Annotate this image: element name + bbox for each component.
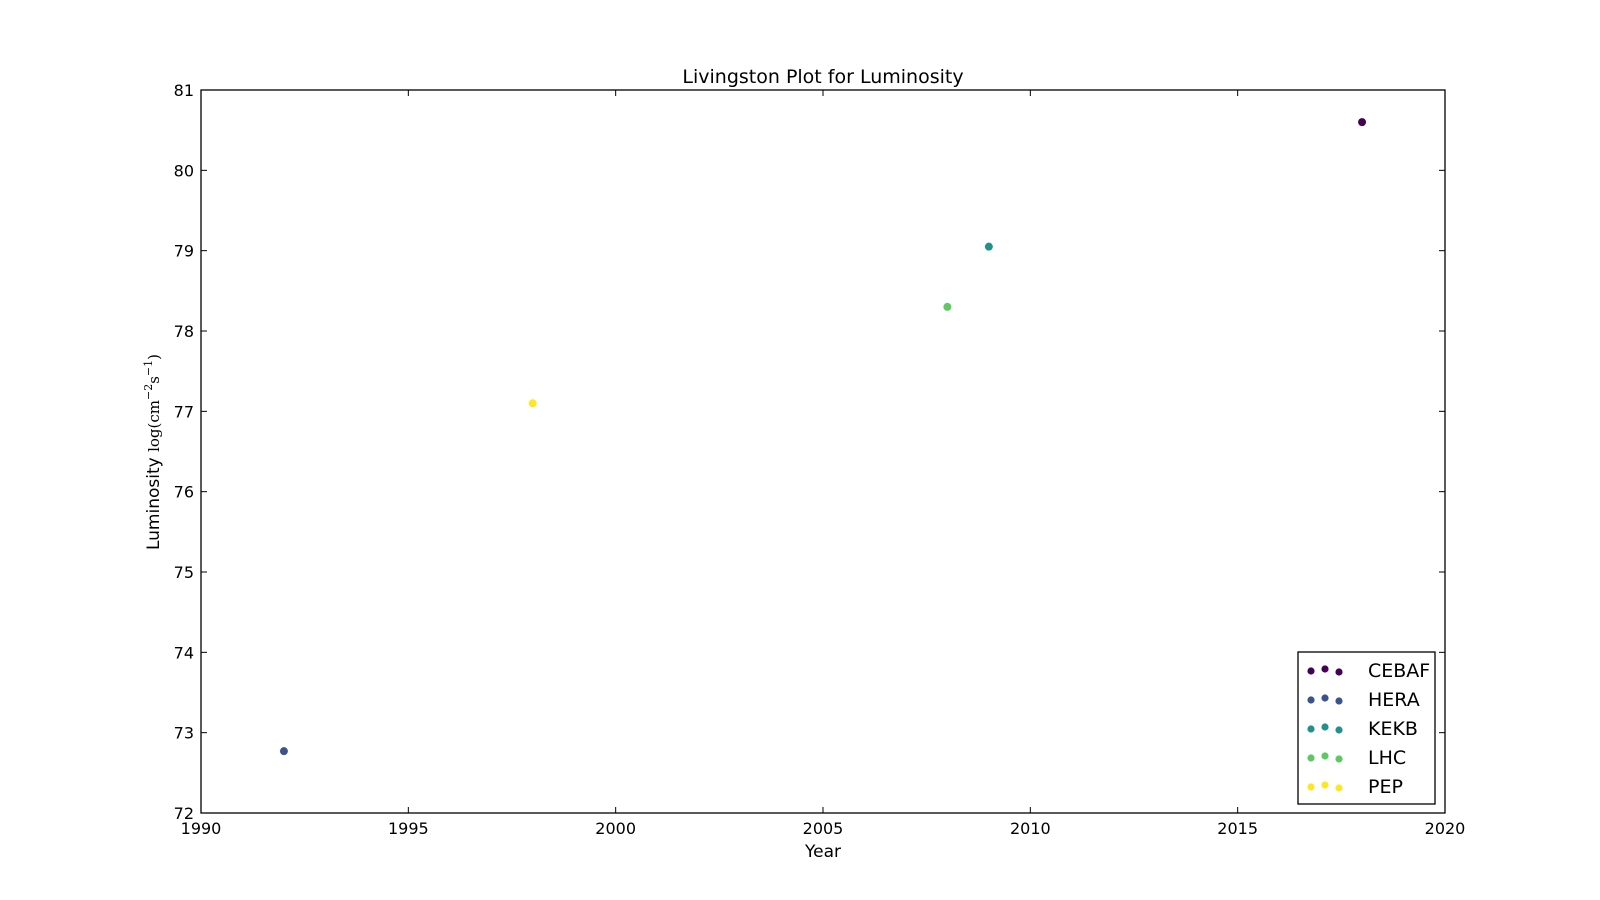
legend-marker [1321, 665, 1329, 673]
legend-marker [1335, 755, 1343, 763]
data-points [279, 118, 1367, 756]
legend-marker [1307, 696, 1315, 704]
x-axis-label: Year [804, 842, 841, 862]
x-tick-label: 2000 [595, 819, 636, 838]
legend-label-hera: HERA [1368, 689, 1420, 711]
y-tick-label: 76 [174, 483, 194, 502]
y-axis-unit-exp2: −1 [142, 360, 155, 376]
y-axis-label: Luminosity log(cm−2s−1) [142, 354, 164, 550]
legend-marker [1335, 784, 1343, 792]
y-tick-label: 74 [174, 643, 194, 662]
x-tick-label: 1990 [181, 819, 222, 838]
y-tick-label: 77 [174, 402, 194, 421]
legend-marker [1321, 781, 1329, 789]
y-axis-unit-log: log(cm [145, 400, 163, 452]
legend-marker [1307, 667, 1315, 675]
x-tick-label: 2010 [1010, 819, 1051, 838]
legend-marker [1335, 726, 1343, 734]
y-tick-label: 73 [174, 724, 194, 743]
legend-box [1297, 651, 1436, 805]
legend-label-pep: PEP [1368, 776, 1403, 798]
data-point-lhc [943, 302, 952, 311]
legend-marker [1335, 697, 1343, 705]
legend-marker [1321, 694, 1329, 702]
data-point-hera [279, 747, 288, 756]
legend-marker [1335, 668, 1343, 676]
legend-marker [1321, 752, 1329, 760]
legend-marker [1307, 725, 1315, 733]
legend-label-cebaf: CEBAF [1368, 660, 1430, 682]
y-axis: 72 73 74 75 76 77 78 79 80 81 [174, 81, 1445, 823]
y-axis-label-text: Luminosity [144, 457, 164, 550]
data-point-pep [528, 399, 537, 408]
x-tick-label: 1995 [388, 819, 429, 838]
y-axis-unit-s: s [145, 376, 163, 384]
legend-label-kekb: KEKB [1368, 718, 1418, 740]
x-axis: 1990 1995 2000 2005 2010 2015 2020 [181, 90, 1466, 838]
y-tick-label: 81 [174, 81, 194, 100]
y-tick-label: 75 [174, 563, 194, 582]
chart-title: Livingston Plot for Luminosity [682, 66, 963, 88]
x-tick-label: 2020 [1425, 819, 1466, 838]
legend-marker [1307, 754, 1315, 762]
y-tick-label: 79 [174, 242, 194, 261]
legend-label-lhc: LHC [1368, 747, 1406, 769]
y-axis-unit-close: ) [145, 354, 163, 360]
legend: CEBAF HERA KEKB LHC PEP [1297, 651, 1436, 805]
y-tick-label: 78 [174, 322, 194, 341]
y-tick-label: 72 [174, 804, 194, 823]
x-tick-label: 2015 [1217, 819, 1258, 838]
plot-area [200, 89, 1446, 814]
legend-marker [1321, 723, 1329, 731]
data-point-cebaf [1358, 118, 1367, 127]
x-tick-label: 2005 [803, 819, 844, 838]
y-axis-unit-exp1: −2 [142, 384, 155, 400]
y-tick-label: 80 [174, 161, 194, 180]
legend-marker [1307, 783, 1315, 791]
data-point-kekb [984, 242, 993, 251]
